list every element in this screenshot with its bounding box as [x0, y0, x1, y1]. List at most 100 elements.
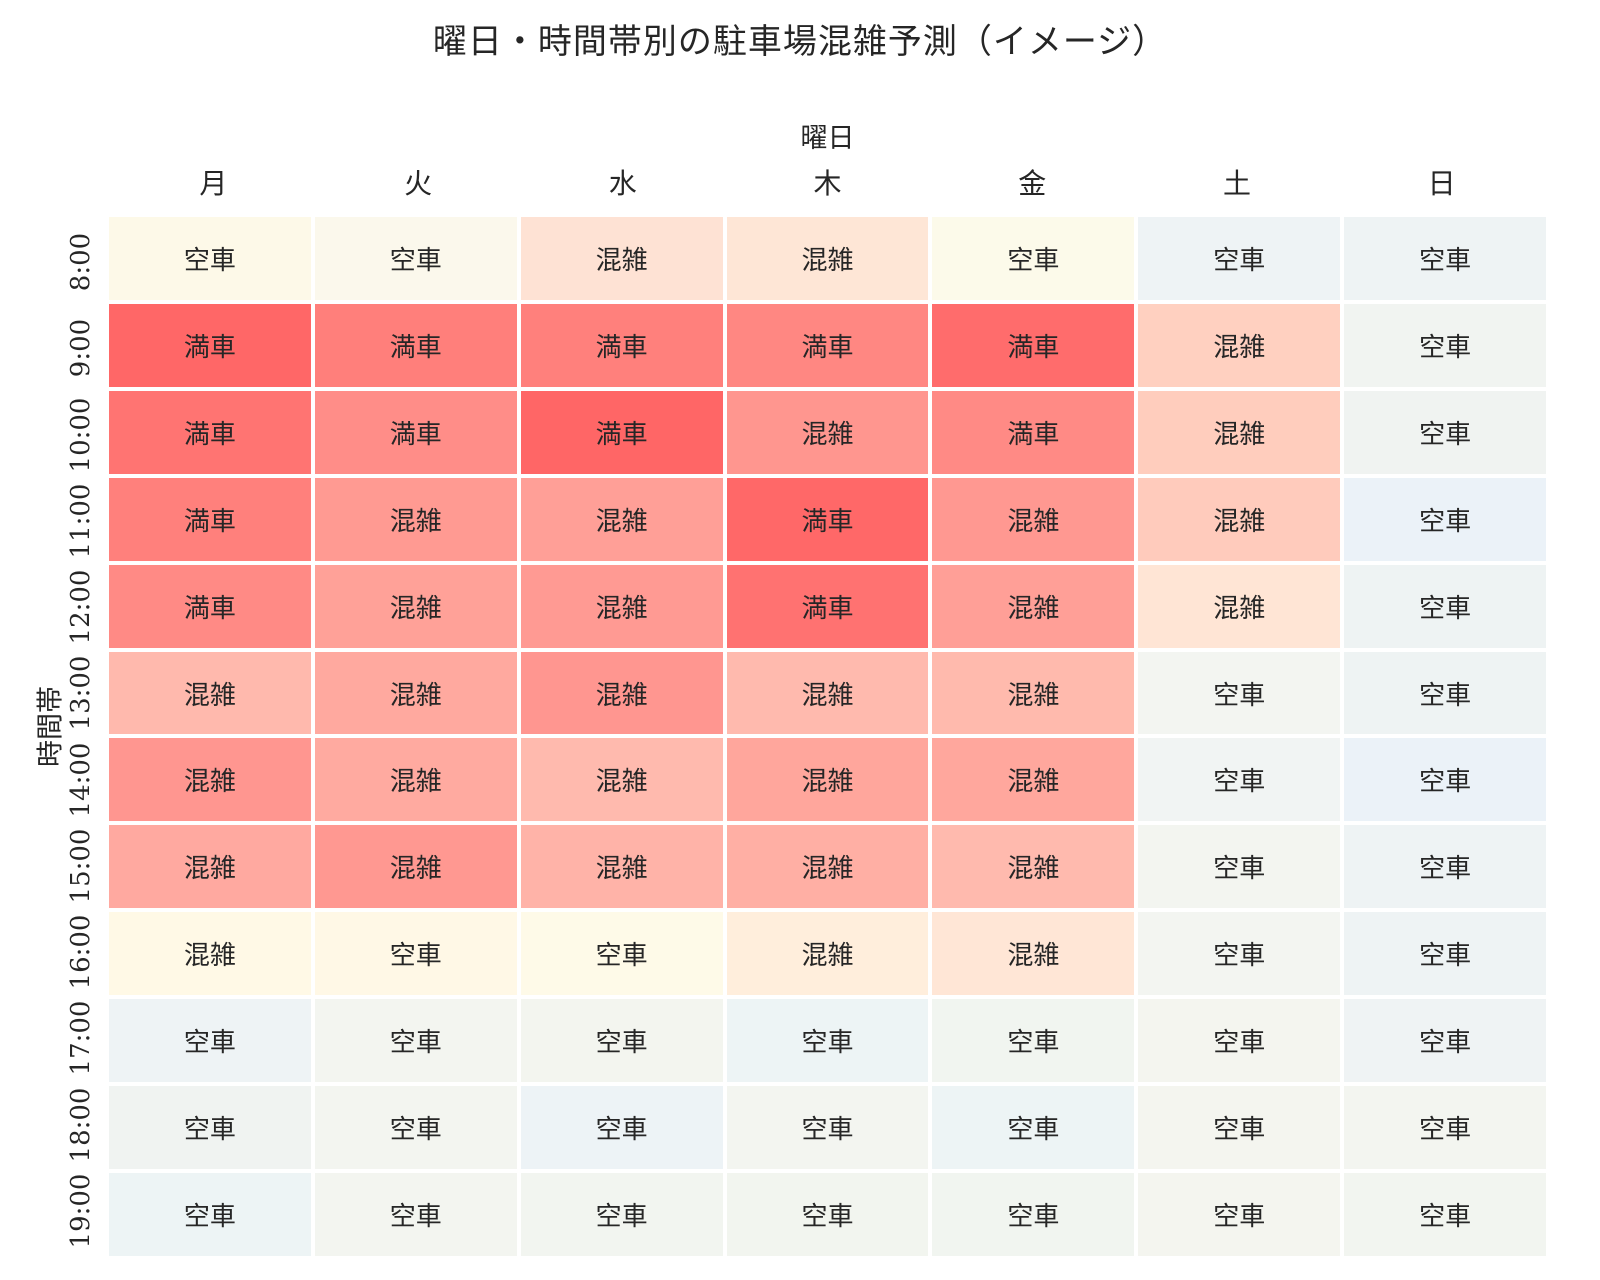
heatmap-cell: 混雑: [932, 564, 1135, 648]
y-tick: 17:00: [56, 995, 106, 1081]
heatmap-cell: 空車: [1138, 912, 1341, 996]
y-tick-label: 10:00: [66, 397, 96, 473]
heatmap-cell: 空車: [1344, 825, 1546, 909]
heatmap-cell: 空車: [109, 999, 311, 1083]
x-axis-label: 曜日: [800, 123, 855, 154]
heatmap-cell: 混雑: [520, 477, 723, 561]
heatmap-cell: 混雑: [109, 651, 311, 735]
heatmap-cell: 混雑: [314, 651, 517, 735]
heatmap-cell: 満車: [109, 303, 311, 387]
heatmap-cell: 空車: [1138, 1086, 1341, 1170]
y-tick-label: 17:00: [66, 1000, 96, 1076]
heatmap-cell: 混雑: [726, 651, 929, 735]
heatmap-cell: 満車: [314, 303, 517, 387]
heatmap-cell: 混雑: [932, 825, 1135, 909]
heatmap-cell: 満車: [726, 564, 929, 648]
heatmap-cell: 空車: [1138, 825, 1341, 909]
heatmap-cell: 空車: [109, 1173, 311, 1256]
x-tick: 土: [1222, 167, 1251, 200]
heatmap-cell: 空車: [1344, 564, 1546, 648]
y-tick-label: 13:00: [66, 655, 96, 731]
y-tick-label: 14:00: [66, 742, 96, 818]
heatmap-cell: 混雑: [314, 825, 517, 909]
y-tick: 16:00: [56, 909, 106, 995]
heatmap-cell: 空車: [109, 1086, 311, 1170]
heatmap-cell: 混雑: [314, 738, 517, 822]
heatmap-cell: 満車: [314, 390, 517, 474]
heatmap-cell: 空車: [1344, 651, 1546, 735]
y-tick-label: 12:00: [66, 569, 96, 645]
heatmap-cell: 混雑: [726, 738, 929, 822]
heatmap-cell: 混雑: [726, 217, 929, 300]
heatmap-cell: 空車: [520, 912, 723, 996]
x-tick: 金: [1018, 167, 1047, 200]
x-tick: 水: [608, 167, 637, 200]
heatmap-cell: 混雑: [520, 651, 723, 735]
heatmap-cell: 混雑: [109, 825, 311, 909]
heatmap-cell: 空車: [1138, 738, 1341, 822]
heatmap-cell: 空車: [314, 999, 517, 1083]
heatmap-cell: 混雑: [726, 912, 929, 996]
heatmap-cell: 混雑: [726, 825, 929, 909]
y-tick: 9:00: [56, 305, 106, 391]
heatmap-cell: 空車: [726, 1086, 929, 1170]
heatmap-cell: 空車: [314, 1173, 517, 1256]
y-tick-label: 16:00: [66, 914, 96, 990]
heatmap-cell: 混雑: [314, 477, 517, 561]
y-tick-label: 8:00: [66, 232, 96, 292]
heatmap-cell: 空車: [314, 1086, 517, 1170]
y-axis-ticks: 8:00 9:00 10:00 11:00 12:00 13:00 14:00 15:00 16…: [56, 219, 106, 1254]
heatmap-cell: 空車: [1344, 912, 1546, 996]
heatmap-cell: 混雑: [109, 738, 311, 822]
y-tick: 10:00: [56, 392, 106, 478]
heatmap-cell: 混雑: [932, 477, 1135, 561]
y-tick: 11:00: [56, 478, 106, 564]
heatmap-cell: 空車: [1344, 1173, 1546, 1256]
heatmap-grid: 空車 空車 混雑 混雑 空車 空車 空車 満車 満車 満車 満車 満車 混雑 空車 満車 満車 満車 混雑 満車 混雑…: [109, 217, 1546, 1256]
heatmap-cell: 空車: [1138, 651, 1341, 735]
heatmap-cell: 空車: [1344, 999, 1546, 1083]
y-tick-label: 19:00: [66, 1173, 96, 1249]
heatmap-cell: 混雑: [1138, 390, 1341, 474]
y-tick: 12:00: [56, 564, 106, 650]
y-tick: 19:00: [56, 1168, 106, 1254]
y-tick: 14:00: [56, 737, 106, 823]
heatmap-cell: 空車: [726, 1173, 929, 1256]
chart-title: 曜日・時間帯別の駐車場混雑予測（イメージ）: [432, 22, 1168, 62]
heatmap-cell: 混雑: [932, 912, 1135, 996]
heatmap-cell: 空車: [520, 1173, 723, 1256]
heatmap-cell: 空車: [520, 999, 723, 1083]
heatmap-cell: 空車: [1344, 1086, 1546, 1170]
heatmap-cell: 空車: [932, 1086, 1135, 1170]
heatmap-cell: 混雑: [109, 912, 311, 996]
heatmap-cell: 満車: [109, 564, 311, 648]
x-tick: 火: [404, 167, 433, 200]
heatmap-cell: 満車: [109, 477, 311, 561]
y-tick: 8:00: [56, 219, 106, 305]
heatmap-cell: 空車: [726, 999, 929, 1083]
heatmap-cell: 満車: [520, 390, 723, 474]
heatmap-cell: 空車: [932, 999, 1135, 1083]
heatmap-cell: 混雑: [520, 217, 723, 300]
y-tick-label: 9:00: [66, 319, 96, 378]
heatmap-cell: 空車: [1344, 303, 1546, 387]
heatmap-cell: 混雑: [520, 825, 723, 909]
heatmap-cell: 空車: [1138, 1173, 1341, 1256]
heatmap-cell: 満車: [726, 477, 929, 561]
x-tick: 月: [199, 167, 228, 200]
heatmap-cell: 満車: [726, 303, 929, 387]
heatmap-cell: 空車: [314, 217, 517, 300]
heatmap-cell: 混雑: [1138, 564, 1341, 648]
y-tick: 15:00: [56, 823, 106, 909]
y-tick-label: 18:00: [66, 1087, 96, 1163]
heatmap-cell: 満車: [520, 303, 723, 387]
heatmap-cell: 満車: [932, 390, 1135, 474]
y-tick-label: 15:00: [66, 828, 96, 904]
heatmap-cell: 空車: [1138, 217, 1341, 300]
heatmap-cell: 空車: [1344, 477, 1546, 561]
heatmap-cell: 混雑: [520, 564, 723, 648]
y-tick-label: 11:00: [66, 483, 96, 559]
heatmap-cell: 混雑: [932, 738, 1135, 822]
heatmap-cell: 混雑: [1138, 303, 1341, 387]
heatmap-cell: 満車: [109, 390, 311, 474]
